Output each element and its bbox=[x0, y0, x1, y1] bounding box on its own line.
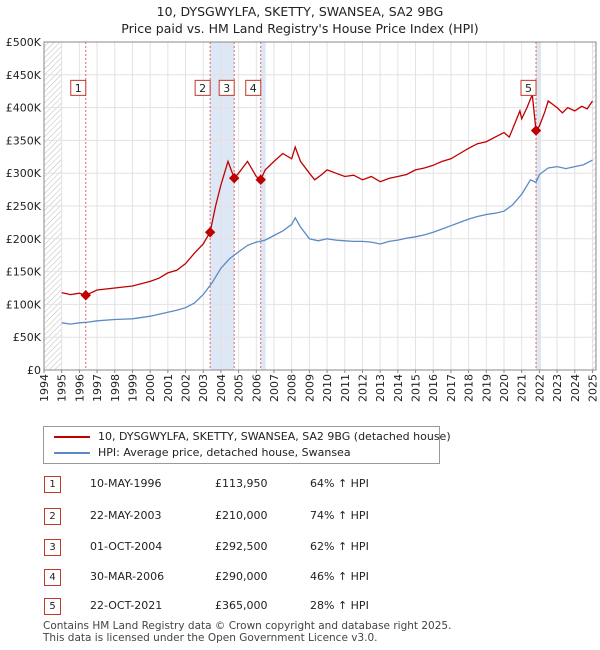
sale-row: 4 30-MAR-2006 £290,000 46% ↑ HPI bbox=[0, 568, 600, 588]
sale-row: 3 01-OCT-2004 £292,500 62% ↑ HPI bbox=[0, 538, 600, 558]
sale-badge: 4 bbox=[44, 569, 61, 586]
sale-date: 01-OCT-2004 bbox=[90, 540, 163, 553]
x-tick-label: 2023 bbox=[551, 374, 564, 402]
sale-date: 30-MAR-2006 bbox=[90, 570, 165, 583]
sale-date: 22-MAY-2003 bbox=[90, 509, 162, 522]
x-tick-label: 2011 bbox=[339, 374, 352, 402]
x-tick-label: 1996 bbox=[73, 374, 86, 402]
sale-badge: 3 bbox=[44, 539, 61, 556]
x-tick-label: 2012 bbox=[356, 374, 369, 402]
y-tick-label: £500K bbox=[6, 36, 42, 49]
sale-number-label: 1 bbox=[75, 82, 82, 95]
sale-number-box bbox=[520, 79, 537, 96]
legend: 10, DYSGWYLFA, SKETTY, SWANSEA, SA2 9BG … bbox=[43, 426, 451, 464]
legend-blue-swatch bbox=[54, 452, 90, 454]
y-tick-label: £450K bbox=[6, 69, 42, 82]
sale-price: £113,950 bbox=[215, 477, 268, 490]
y-tick-label: £300K bbox=[6, 167, 42, 180]
sale-hpi: 46% ↑ HPI bbox=[310, 570, 369, 583]
x-tick-label: 2019 bbox=[480, 374, 493, 402]
property-price-line bbox=[61, 94, 594, 296]
chart-title: 10, DYSGWYLFA, SKETTY, SWANSEA, SA2 9BG bbox=[156, 4, 444, 19]
sale-price: £365,000 bbox=[215, 599, 268, 612]
legend-label-property: 10, DYSGWYLFA, SKETTY, SWANSEA, SA2 9BG … bbox=[98, 430, 451, 443]
x-tick-label: 1995 bbox=[56, 374, 69, 402]
x-tick-label: 2016 bbox=[427, 374, 440, 402]
sale-price: £292,500 bbox=[215, 540, 268, 553]
x-tick-label: 2007 bbox=[268, 374, 281, 402]
sale-hpi: 28% ↑ HPI bbox=[310, 599, 369, 612]
sale-number-label: 5 bbox=[525, 82, 532, 95]
sale-hpi: 64% ↑ HPI bbox=[310, 477, 369, 490]
price-chart: 1 2 3 4 5 £0 £50K £100K £150K £200K £250K £300K £35… bbox=[6, 36, 600, 402]
y-tick-label: £150K bbox=[6, 266, 42, 279]
sale-number-label: 2 bbox=[199, 82, 206, 95]
x-tick-label: 2024 bbox=[569, 374, 582, 402]
x-tick-label: 2025 bbox=[586, 374, 599, 402]
x-tick-label: 2020 bbox=[498, 374, 511, 402]
sale-point bbox=[204, 227, 216, 238]
sale-row: 2 22-MAY-2003 £210,000 74% ↑ HPI bbox=[0, 507, 600, 527]
x-tick-label: 2009 bbox=[303, 374, 316, 402]
legend-red-swatch bbox=[54, 436, 90, 438]
y-tick-label: £0 bbox=[27, 364, 41, 377]
sale-row: 5 22-OCT-2021 £365,000 28% ↑ HPI bbox=[0, 597, 600, 617]
sale-row: 1 10-MAY-1996 £113,950 64% ↑ HPI bbox=[0, 475, 600, 495]
x-tick-label: 2010 bbox=[321, 374, 334, 402]
sale-point bbox=[80, 290, 91, 301]
sale-number-label: 4 bbox=[250, 82, 257, 95]
sale-point bbox=[255, 174, 266, 185]
sale-point bbox=[228, 172, 240, 184]
y-tick-label: £100K bbox=[6, 298, 42, 311]
y-tick-label: £400K bbox=[6, 102, 42, 115]
y-tick-label: £50K bbox=[13, 331, 42, 344]
sale-number-box bbox=[218, 79, 235, 96]
chart-subtitle: Price paid vs. HM Land Registry's House … bbox=[121, 21, 479, 36]
sale-number-box bbox=[70, 79, 87, 96]
x-tick-label: 2002 bbox=[180, 374, 193, 402]
x-tick-label: 2001 bbox=[162, 374, 175, 402]
x-tick-label: 1999 bbox=[126, 374, 139, 402]
sale-number-box bbox=[245, 79, 262, 96]
x-tick-label: 2006 bbox=[250, 374, 263, 402]
sale-date: 10-MAY-1996 bbox=[90, 477, 162, 490]
hpi-line bbox=[61, 159, 593, 325]
x-tick-label: 2005 bbox=[233, 374, 246, 402]
x-tick-label: 2022 bbox=[533, 374, 546, 402]
x-tick-label: 2014 bbox=[392, 374, 405, 402]
sale-badge: 5 bbox=[44, 598, 61, 615]
x-tick-label: 2013 bbox=[374, 374, 387, 402]
x-tick-label: 2003 bbox=[197, 374, 210, 402]
sale-badge: 2 bbox=[44, 508, 61, 525]
x-tick-label: 2017 bbox=[445, 374, 458, 402]
sale-badge: 1 bbox=[44, 476, 61, 493]
sale-number-label: 3 bbox=[223, 82, 230, 95]
footer-licence: This data is licensed under the Open Gov… bbox=[43, 632, 378, 644]
x-tick-label: 2015 bbox=[410, 374, 423, 402]
x-tick-label: 1994 bbox=[38, 374, 51, 402]
x-tick-label: 2018 bbox=[463, 374, 476, 402]
sale-price: £210,000 bbox=[215, 509, 268, 522]
footer-copyright: Contains HM Land Registry data © Crown c… bbox=[43, 620, 452, 632]
x-tick-label: 2000 bbox=[144, 374, 157, 402]
y-tick-label: £350K bbox=[6, 134, 42, 147]
y-tick-label: £250K bbox=[6, 200, 42, 213]
sale-hpi: 62% ↑ HPI bbox=[310, 540, 369, 553]
y-tick-label: £200K bbox=[6, 233, 42, 246]
sale-hpi: 74% ↑ HPI bbox=[310, 509, 369, 522]
x-tick-label: 2004 bbox=[215, 374, 228, 402]
sale-number-box bbox=[194, 79, 211, 96]
x-tick-label: 2021 bbox=[516, 374, 529, 402]
x-tick-label: 2008 bbox=[286, 374, 299, 402]
plot-frame bbox=[43, 41, 597, 371]
x-tick-label: 1998 bbox=[109, 374, 122, 402]
x-tick-label: 1997 bbox=[91, 374, 104, 402]
legend-label-hpi: HPI: Average price, detached house, Swan… bbox=[98, 446, 351, 459]
sale-date: 22-OCT-2021 bbox=[90, 599, 163, 612]
sale-price: £290,000 bbox=[215, 570, 268, 583]
sale-point bbox=[530, 125, 542, 136]
